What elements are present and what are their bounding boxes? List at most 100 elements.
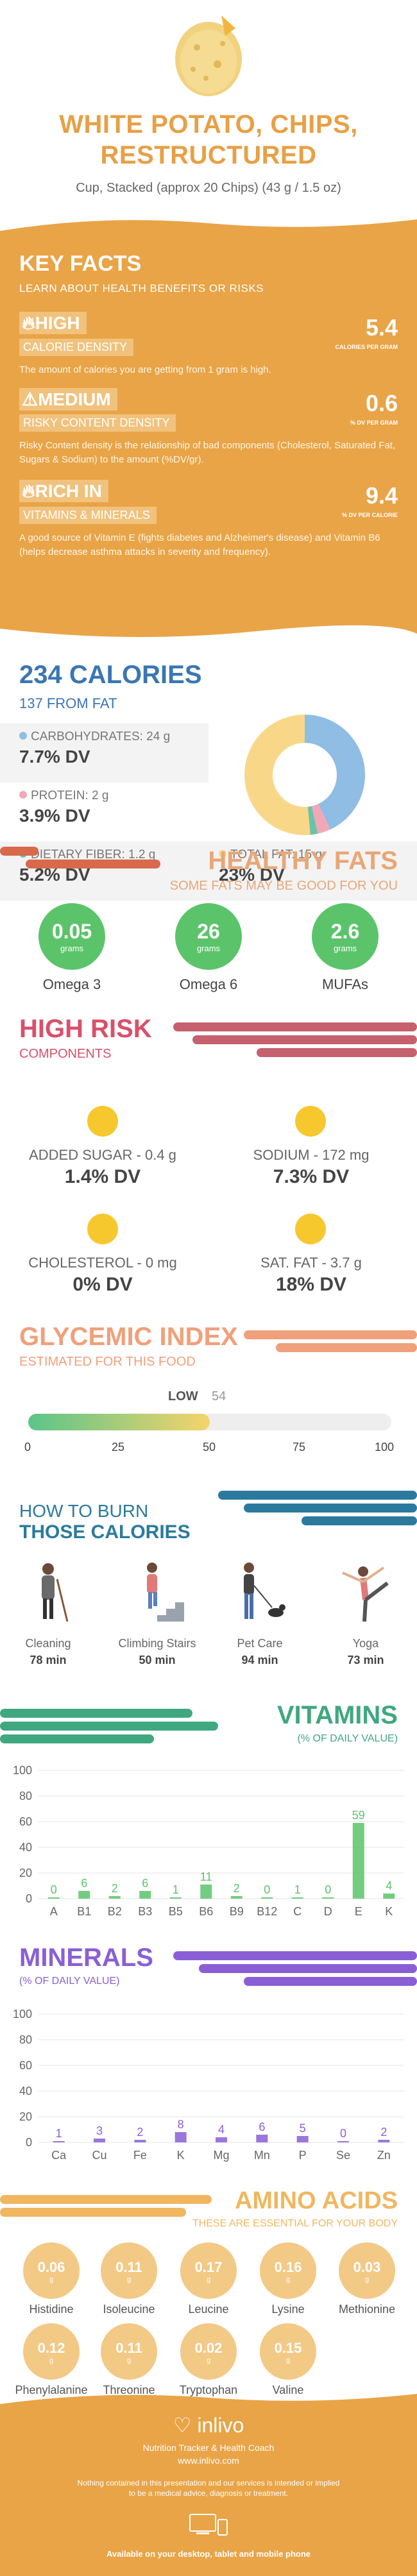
mineral-category-zn: Zn	[377, 2149, 391, 2162]
pet-care-icon	[244, 1563, 285, 1619]
vitamin-value-b5: 1	[173, 1883, 179, 1896]
mineral-category-mn: Mn	[254, 2149, 270, 2162]
footer-wave	[0, 2394, 417, 2405]
activity-yoga-minutes: 73 min	[347, 1654, 384, 1666]
footer-disclaimer-2: to be a medical advice, diagnosis or tre…	[128, 2489, 289, 2498]
vitamin-category-b5: B5	[169, 1905, 183, 1918]
nutrient-protein: PROTEIN: 2 g 3.9% DV	[19, 789, 109, 826]
calories-title: 234 CALORIES	[19, 661, 202, 689]
mineral-bar-mg	[216, 2137, 227, 2142]
smiley-icon	[87, 1106, 118, 1137]
stairs-icon	[147, 1563, 184, 1622]
threonine-circle: 0.11 g	[101, 2323, 157, 2380]
risk-title: HIGH RISK	[19, 1015, 152, 1043]
amino-subtitle: THESE ARE ESSENTIAL FOR YOUR BODY	[192, 2218, 398, 2229]
potato-chips-illustration	[175, 15, 242, 96]
vitamin-category-c: C	[293, 1905, 302, 1918]
glycemic-section: GLYCEMIC INDEX ESTIMATED FOR THIS FOOD L…	[0, 1309, 417, 1475]
unit-risky-content: % DV PER GRAM	[350, 419, 398, 426]
mineral-bar-zn	[378, 2140, 390, 2142]
mineral-bar-fe	[134, 2140, 146, 2142]
footer-tagline: Nutrition Tracker & Health Coach	[142, 2443, 275, 2453]
glycemic-value: 54	[212, 1389, 226, 1403]
activity-stairs-minutes: 50 min	[139, 1654, 176, 1666]
burn-title-2: THOSE CALORIES	[19, 1521, 191, 1543]
vitamin-category-d: D	[324, 1905, 332, 1918]
activity-cleaning-minutes: 78 min	[30, 1654, 67, 1666]
label-vitamins-minerals: VITAMINS & MINERALS	[19, 507, 157, 524]
methionine-label: Methionine	[338, 2303, 396, 2316]
vitamin-category-b9: B9	[230, 1905, 244, 1918]
footer-brand: ♡ inlivo	[173, 2414, 244, 2437]
mineral-category-cu: Cu	[92, 2149, 106, 2162]
vitamin-value-b9: 2	[234, 1882, 240, 1895]
calories-from-fat: 137 FROM FAT	[19, 695, 117, 711]
vitamin-value-b1: 6	[81, 1877, 87, 1890]
tryptophan-circle: 0.02 g	[180, 2323, 237, 2380]
risk-sat-fat-label: SAT. FAT - 3.7 g	[260, 1255, 362, 1271]
vitamin-bar-b12	[261, 1897, 273, 1899]
vitamin-bar-d	[322, 1897, 334, 1899]
mineral-category-ca: Ca	[51, 2149, 67, 2162]
lysine-label: Lysine	[271, 2303, 305, 2316]
burn-title-1: HOW TO BURN	[19, 1501, 149, 1521]
high-risk-section: HIGH RISK COMPONENTS ADDED SUGAR - 0.4 g…	[0, 1001, 417, 1309]
burn-calories-section: HOW TO BURN THOSE CALORIES Cleaning 78 m…	[0, 1475, 417, 1693]
mineral-ytick: 100	[13, 2008, 32, 2021]
page-title-line2: RESTRUCTURED	[100, 141, 317, 169]
flame-icon: 🔥︎	[22, 481, 35, 501]
omega3-circle: 0.05 grams	[38, 903, 105, 970]
vitamin-bar-c	[291, 1897, 303, 1899]
value-calorie-density: 5.4	[365, 314, 398, 341]
amino-acids-section: AMINO ACIDS THESE ARE ESSENTIAL FOR YOUR…	[0, 2181, 417, 2404]
vitamin-category-a: A	[50, 1905, 58, 1918]
mineral-value-ca: 1	[56, 2127, 62, 2140]
smiley-icon	[295, 1106, 326, 1137]
glycemic-fill	[28, 1414, 210, 1430]
vitamin-bar-b5	[169, 1897, 182, 1899]
mineral-value-se: 0	[340, 2127, 346, 2140]
healthy-fats-section: HEALTHY FATS SOME FATS MAY BE GOOD FOR Y…	[0, 834, 417, 994]
mineral-category-mg: Mg	[213, 2149, 229, 2162]
valine-circle: 0.15 g	[260, 2323, 316, 2380]
valine-label: Valine	[272, 2384, 304, 2396]
page-title-line1: WHITE POTATO, CHIPS,	[59, 110, 358, 139]
unit-calorie-density: CALORIES PER GRAM	[335, 344, 398, 350]
vitamins-title: VITAMINS	[277, 1701, 398, 1729]
activity-yoga-name: Yoga	[352, 1637, 379, 1650]
histidine-label: Histidine	[29, 2303, 74, 2316]
mineral-bar-p	[296, 2136, 309, 2142]
vitamin-bar-e	[352, 1823, 364, 1899]
methionine-circle: 0.03 g	[339, 2242, 395, 2299]
mineral-value-mg: 4	[218, 2123, 225, 2136]
mineral-value-zn: 2	[380, 2126, 387, 2139]
gi-tick-0: 0	[24, 1441, 31, 1453]
vitamin-ytick: 80	[19, 1790, 32, 1802]
omega6-circle: 26 grams	[175, 903, 242, 970]
risk-sodium-label: SODIUM - 172 mg	[253, 1147, 370, 1163]
vitamin-bar-b9	[230, 1896, 243, 1899]
gi-tick-75: 75	[293, 1441, 306, 1453]
badge-calorie-density: 🔥︎HIGH	[19, 312, 87, 334]
fats-subtitle: SOME FATS MAY BE GOOD FOR YOU	[169, 879, 398, 893]
risk-cholesterol-label: CHOLESTEROL - 0 mg	[28, 1255, 177, 1271]
cleaning-icon	[42, 1563, 69, 1622]
heart-icon: ♡	[173, 2414, 192, 2437]
calories-section: 234 CALORIES 137 FROM FAT CARBOHYDRATES:…	[0, 641, 417, 901]
isoleucine-circle: 0.11 g	[101, 2242, 157, 2299]
yoga-icon	[342, 1566, 389, 1622]
omega3-label: Omega 3	[42, 976, 101, 992]
vitamin-value-a: 0	[51, 1883, 57, 1896]
risk-cholesterol-value: 0% DV	[72, 1274, 133, 1295]
vitamin-value-b12: 0	[264, 1883, 270, 1896]
mineral-bar-se	[337, 2141, 349, 2142]
mineral-value-cu: 3	[96, 2124, 103, 2137]
vitamin-category-b6: B6	[199, 1905, 213, 1918]
footer-url[interactable]: www.inlivo.com	[178, 2455, 239, 2466]
value-risky-content: 0.6	[365, 390, 398, 416]
vitamin-category-k: K	[385, 1905, 393, 1918]
phenylalanine-circle: 0.12 g	[23, 2323, 80, 2380]
mineral-category-p: P	[299, 2149, 307, 2162]
donut-slice-fat	[244, 715, 365, 835]
vitamin-bar-b3	[139, 1891, 151, 1899]
